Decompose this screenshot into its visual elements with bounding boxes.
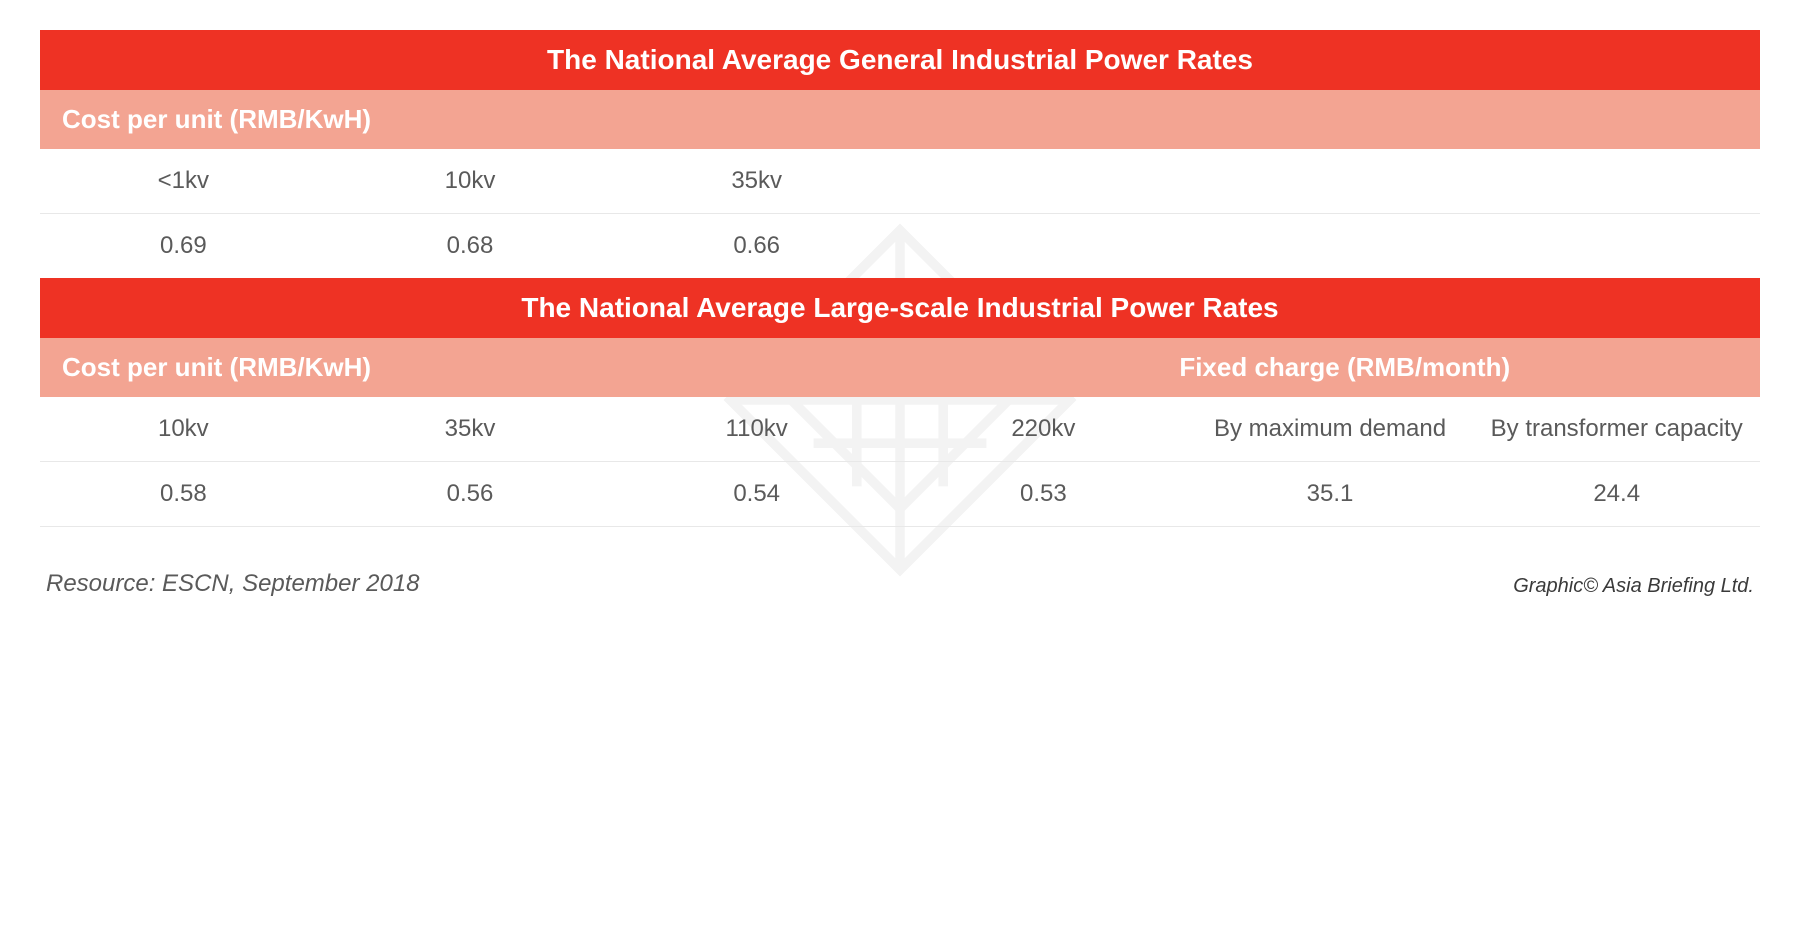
table-value-cell: 0.54 — [613, 462, 900, 526]
credit-text: Graphic© Asia Briefing Ltd. — [1513, 575, 1754, 598]
table-header-cell — [1187, 149, 1474, 213]
table-header-cell: By maximum demand — [1187, 397, 1474, 461]
table-header-cell — [900, 149, 1187, 213]
table2-subheader-right: Fixed charge (RMB/month) — [1179, 352, 1738, 383]
table-header-cell: 10kv — [327, 149, 614, 213]
table-header-cell — [1473, 149, 1760, 213]
table2-title: The National Average Large-scale Industr… — [40, 278, 1760, 338]
table-header-cell: 35kv — [327, 397, 614, 461]
table2-subheader-left: Cost per unit (RMB/KwH) — [62, 352, 1179, 383]
footer-row: Resource: ESCN, September 2018 Graphic© … — [40, 545, 1760, 598]
table2-value-row: 0.58 0.56 0.54 0.53 35.1 24.4 — [40, 462, 1760, 527]
table-value-cell: 0.68 — [327, 214, 614, 278]
table1-title: The National Average General Industrial … — [40, 30, 1760, 90]
table1-subheader-row: Cost per unit (RMB/KwH) — [40, 90, 1760, 149]
table2-subheader-row: Cost per unit (RMB/KwH) Fixed charge (RM… — [40, 338, 1760, 397]
table-header-cell: 110kv — [613, 397, 900, 461]
table-header-cell: By transformer capacity — [1473, 397, 1760, 461]
table-value-cell: 0.56 — [327, 462, 614, 526]
resource-text: Resource: ESCN, September 2018 — [46, 570, 420, 598]
table-value-cell — [1473, 214, 1760, 278]
table1-subheader: Cost per unit (RMB/KwH) — [62, 104, 1738, 135]
table-value-cell: 0.66 — [613, 214, 900, 278]
table1-header-row: <1kv 10kv 35kv — [40, 149, 1760, 214]
table-value-cell — [1187, 214, 1474, 278]
table-value-cell: 0.53 — [900, 462, 1187, 526]
table-header-cell: 35kv — [613, 149, 900, 213]
table-header-cell: 220kv — [900, 397, 1187, 461]
table-value-cell: 24.4 — [1473, 462, 1760, 526]
table-value-cell: 35.1 — [1187, 462, 1474, 526]
table-header-cell: 10kv — [40, 397, 327, 461]
table1-value-row: 0.69 0.68 0.66 — [40, 214, 1760, 278]
table-header-cell: <1kv — [40, 149, 327, 213]
table-value-cell: 0.58 — [40, 462, 327, 526]
table-value-cell — [900, 214, 1187, 278]
table2-header-row: 10kv 35kv 110kv 220kv By maximum demand … — [40, 397, 1760, 462]
table-value-cell: 0.69 — [40, 214, 327, 278]
